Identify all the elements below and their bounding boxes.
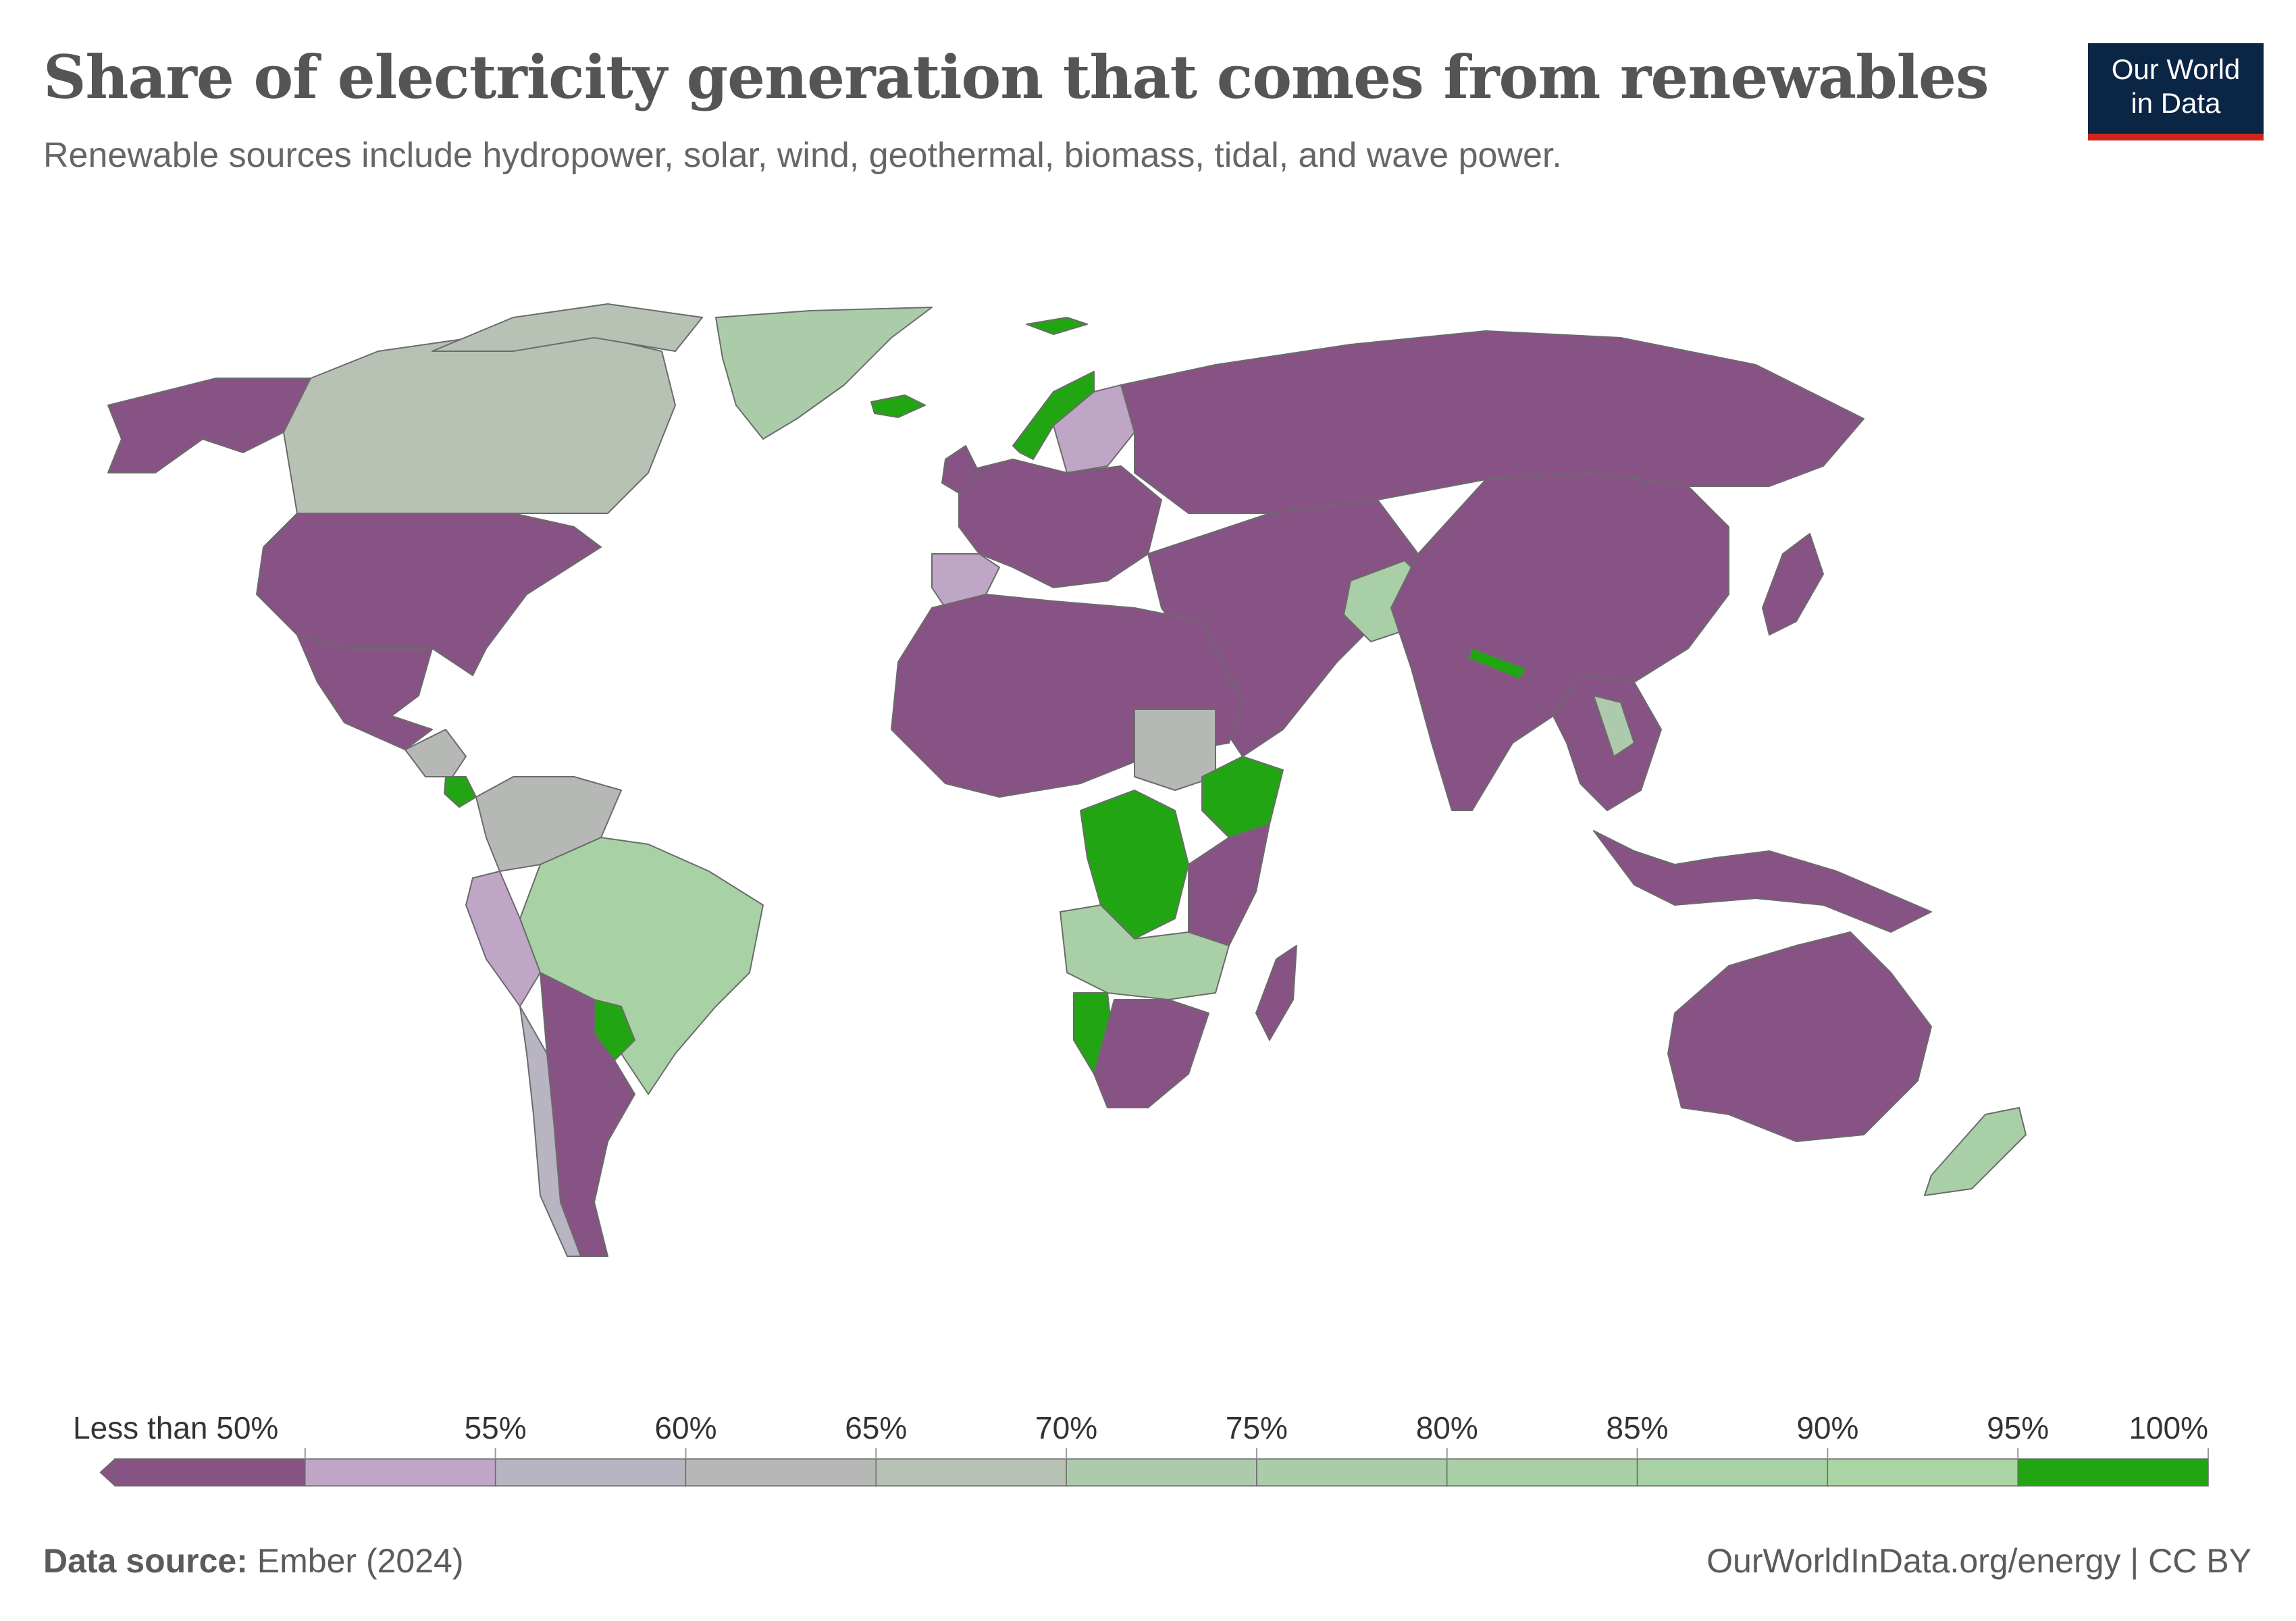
region-japan[interactable] <box>1762 533 1824 636</box>
region-svalbard[interactable] <box>1026 317 1088 335</box>
legend-label-0: Less than 50% <box>73 1410 278 1445</box>
region-europe[interactable] <box>958 459 1162 588</box>
legend-label-3: 65% <box>845 1410 907 1445</box>
legend-bin-2[interactable] <box>494 1458 687 1487</box>
chart-title: Share of electricity generation that com… <box>43 42 1989 112</box>
logo-line-2: in Data <box>2131 87 2221 119</box>
region-australia[interactable] <box>1667 931 1932 1142</box>
region-chile[interactable] <box>519 1006 581 1257</box>
world-map <box>107 303 2027 1257</box>
region-angola-zambia[interactable] <box>1060 904 1230 1000</box>
region-peru[interactable] <box>465 871 541 1007</box>
data-source-value: Ember (2024) <box>257 1542 464 1580</box>
region-usa[interactable] <box>256 513 602 676</box>
legend-bin-5[interactable] <box>1066 1458 1257 1487</box>
legend-label-9: 95% <box>1987 1410 2049 1445</box>
region-uk[interactable] <box>941 445 980 494</box>
legend-bin-4[interactable] <box>875 1458 1067 1487</box>
region-india-china[interactable] <box>1390 472 1729 811</box>
legend-bin-0[interactable] <box>114 1458 306 1487</box>
legend-label-7: 85% <box>1607 1410 1669 1445</box>
region-sudan[interactable] <box>1134 709 1216 791</box>
legend-label-8: 90% <box>1796 1410 1858 1445</box>
region-greenland[interactable] <box>715 307 933 440</box>
region-russia[interactable] <box>1120 330 1864 514</box>
region-canada[interactable] <box>283 330 676 514</box>
legend-label-2: 60% <box>654 1410 716 1445</box>
region-iceland[interactable] <box>870 394 926 418</box>
data-source-label: Data source: <box>43 1542 248 1580</box>
legend: Less than 50% 55% 60% 65% 70% 75% 80% 85% 90% 95%… <box>73 1410 2209 1487</box>
legend-label-10: 100% <box>2129 1410 2208 1445</box>
owid-url-license[interactable]: OurWorldInData.org/energy | CC BY <box>1706 1542 2251 1580</box>
legend-bin-8[interactable] <box>1636 1458 1829 1487</box>
region-nepal[interactable] <box>1468 648 1527 679</box>
legend-bin-1[interactable] <box>305 1458 496 1487</box>
chart-subtitle: Renewable sources include hydropower, so… <box>43 136 1562 175</box>
region-southeast-asia[interactable] <box>1553 675 1662 811</box>
logo-accent-bar <box>2088 134 2264 140</box>
region-new-zealand[interactable] <box>1924 1107 2027 1196</box>
region-madagascar[interactable] <box>1255 945 1297 1041</box>
region-south-africa[interactable] <box>1093 999 1209 1108</box>
logo-line-1: Our World <box>2111 53 2241 85</box>
region-alaska[interactable] <box>107 378 311 473</box>
legend-bin-7[interactable] <box>1446 1458 1638 1487</box>
legend-label-5: 75% <box>1226 1410 1288 1445</box>
legend-label-1: 55% <box>465 1410 527 1445</box>
owid-logo[interactable]: Our World in Data <box>2088 43 2264 140</box>
legend-bin-9[interactable] <box>1827 1458 2018 1487</box>
region-dr-congo[interactable] <box>1080 790 1189 940</box>
region-arctic-islands[interactable] <box>432 303 703 352</box>
legend-label-4: 70% <box>1035 1410 1097 1445</box>
region-laos[interactable] <box>1593 695 1635 757</box>
legend-arrow <box>99 1458 115 1487</box>
region-east-africa[interactable] <box>1188 823 1270 946</box>
legend-bin-10[interactable] <box>2017 1458 2209 1487</box>
legend-bin-6[interactable] <box>1256 1458 1448 1487</box>
region-costa-rica[interactable] <box>444 776 477 808</box>
data-source: Data source: Ember (2024) <box>43 1541 464 1580</box>
region-mexico[interactable] <box>296 634 433 750</box>
legend-bin-3[interactable] <box>685 1458 877 1487</box>
region-indonesia-png[interactable] <box>1593 830 1932 933</box>
region-central-america[interactable] <box>405 729 467 777</box>
legend-label-6: 80% <box>1416 1410 1478 1445</box>
